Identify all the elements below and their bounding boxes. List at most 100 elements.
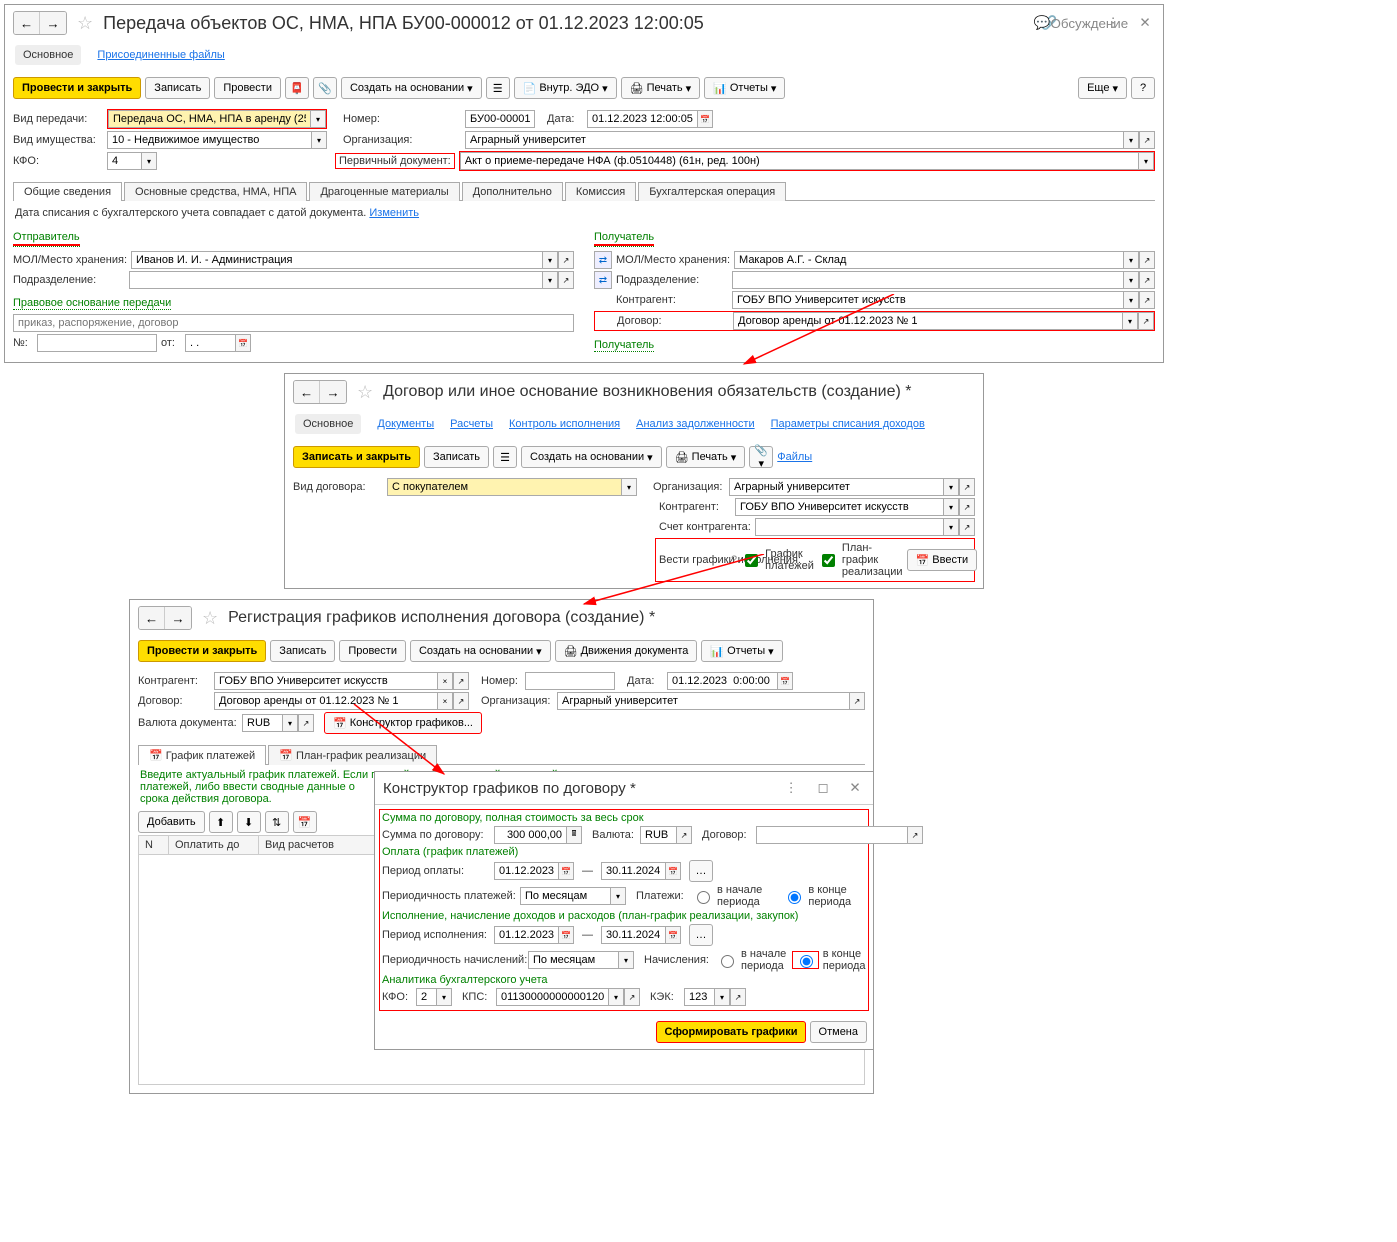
receiver-dept-field[interactable] (732, 271, 1123, 289)
calendar-button[interactable]: 📅 (777, 672, 793, 690)
open-button[interactable]: ↗ (1139, 291, 1155, 309)
org-field[interactable] (465, 131, 1123, 149)
date-field[interactable] (667, 672, 777, 690)
post-button[interactable]: Провести (214, 77, 281, 99)
attach-icon-button[interactable]: 📎 (313, 77, 337, 99)
back-button[interactable]: ← (14, 12, 40, 34)
radio-end2[interactable] (800, 955, 813, 968)
dropdown-button[interactable]: ▾ (542, 251, 558, 269)
post-button[interactable]: Провести (339, 640, 406, 662)
counter-field[interactable] (735, 498, 943, 516)
link-main[interactable]: Основное (295, 414, 361, 434)
dropdown-button[interactable]: ▾ (610, 887, 626, 905)
primary-field[interactable] (460, 152, 1138, 170)
dropdown-button[interactable]: ▾ (943, 518, 959, 536)
contract-field[interactable] (756, 826, 907, 844)
dropdown-button[interactable]: ▾ (618, 951, 634, 969)
acct-field[interactable] (755, 518, 943, 536)
save-close-button[interactable]: Записать и закрыть (293, 446, 420, 468)
star-icon[interactable]: ☆ (353, 382, 377, 403)
cur-field[interactable] (640, 826, 676, 844)
legal-field[interactable] (13, 314, 574, 332)
help-button[interactable]: ? (1131, 77, 1155, 99)
menu-icon[interactable]: ⋮ (781, 778, 801, 798)
swap-icon[interactable]: ⇄ (594, 251, 612, 269)
down-button[interactable]: ⬇ (237, 811, 261, 833)
open-button[interactable]: ↗ (298, 714, 314, 732)
list-icon[interactable]: ☰ (493, 446, 517, 468)
dropdown-button[interactable]: ▾ (621, 478, 637, 496)
open-button[interactable]: ↗ (624, 988, 640, 1006)
num-field[interactable] (525, 672, 615, 690)
counter-field[interactable] (732, 291, 1123, 309)
receiver-mol-field[interactable] (734, 251, 1123, 269)
open-button[interactable]: ↗ (453, 692, 469, 710)
number-field[interactable] (465, 110, 535, 128)
tab-payments[interactable]: 📅 График платежей (138, 745, 266, 765)
generate-button[interactable]: Сформировать графики (656, 1021, 807, 1043)
open-button[interactable]: ↗ (676, 826, 692, 844)
discussion-button[interactable]: 💬 Обсуждение (1071, 13, 1091, 33)
contract-field[interactable] (733, 312, 1122, 330)
dropdown-button[interactable]: ▾ (311, 131, 327, 149)
expand-button[interactable]: … (689, 860, 713, 882)
calendar-button[interactable]: 📅 (558, 862, 574, 880)
dropdown-button[interactable]: ▾ (542, 271, 558, 289)
tab-attached[interactable]: Присоединенные файлы (97, 45, 224, 65)
calendar-button[interactable]: 📅 (235, 334, 251, 352)
link-calc[interactable]: Расчеты (450, 414, 493, 434)
open-button[interactable]: ↗ (1138, 312, 1154, 330)
from-date-field[interactable] (185, 334, 235, 352)
num-field[interactable] (37, 334, 157, 352)
counter-field[interactable] (214, 672, 437, 690)
back-button[interactable]: ← (139, 607, 165, 629)
link-params[interactable]: Параметры списания доходов (771, 414, 925, 434)
contract-field[interactable] (214, 692, 437, 710)
star-icon[interactable]: ☆ (73, 13, 97, 34)
monthly-field2[interactable] (528, 951, 618, 969)
radio-start[interactable] (697, 891, 710, 904)
more-button[interactable]: Еще ▾ (1078, 77, 1127, 99)
link-control[interactable]: Контроль исполнения (509, 414, 620, 434)
date-field[interactable] (587, 110, 697, 128)
sum-field[interactable] (494, 826, 566, 844)
open-button[interactable]: ↗ (558, 251, 574, 269)
save-button[interactable]: Записать (145, 77, 210, 99)
calc-button[interactable]: 🖩 (566, 826, 582, 844)
swap-icon[interactable]: ⇄ (594, 271, 612, 289)
save-button[interactable]: Записать (270, 640, 335, 662)
forward-button[interactable]: → (320, 381, 346, 403)
calendar-button[interactable]: 📅 (697, 110, 713, 128)
moves-button[interactable]: 🖨 Движения документа (555, 640, 698, 662)
expand-button[interactable]: … (689, 924, 713, 946)
tab-commission[interactable]: Комиссия (565, 182, 636, 201)
sender-mol-field[interactable] (131, 251, 542, 269)
open-button[interactable]: ↗ (1139, 131, 1155, 149)
dropdown-button[interactable]: ▾ (282, 714, 298, 732)
sender-dept-field[interactable] (129, 271, 542, 289)
note-link[interactable]: Изменить (369, 203, 419, 223)
d2-field[interactable] (601, 862, 665, 880)
print-button[interactable]: 🖨 Печать ▾ (666, 446, 746, 468)
radio-end[interactable] (788, 891, 801, 904)
dropdown-button[interactable]: ▾ (714, 988, 730, 1006)
monthly-field[interactable] (520, 887, 610, 905)
kps-field[interactable] (496, 988, 608, 1006)
d4-field[interactable] (601, 926, 665, 944)
open-button[interactable]: ↗ (1139, 251, 1155, 269)
open-button[interactable]: ↗ (959, 498, 975, 516)
link-debt[interactable]: Анализ задолженности (636, 414, 755, 434)
create-based-button[interactable]: Создать на основании ▾ (521, 446, 662, 468)
enter-button[interactable]: 📅 Ввести (907, 549, 978, 571)
tab-general[interactable]: Общие сведения (13, 182, 122, 201)
open-button[interactable]: ↗ (1139, 271, 1155, 289)
add-button[interactable]: Добавить (138, 811, 205, 833)
sort-button[interactable]: ⇅ (265, 811, 289, 833)
type-field[interactable] (387, 478, 621, 496)
dropdown-button[interactable]: ▾ (943, 478, 959, 496)
open-button[interactable]: ↗ (959, 478, 975, 496)
org-field[interactable] (557, 692, 849, 710)
dropdown-button[interactable]: ▾ (1123, 271, 1139, 289)
chk-plan[interactable] (822, 554, 835, 567)
forward-button[interactable]: → (165, 607, 191, 629)
